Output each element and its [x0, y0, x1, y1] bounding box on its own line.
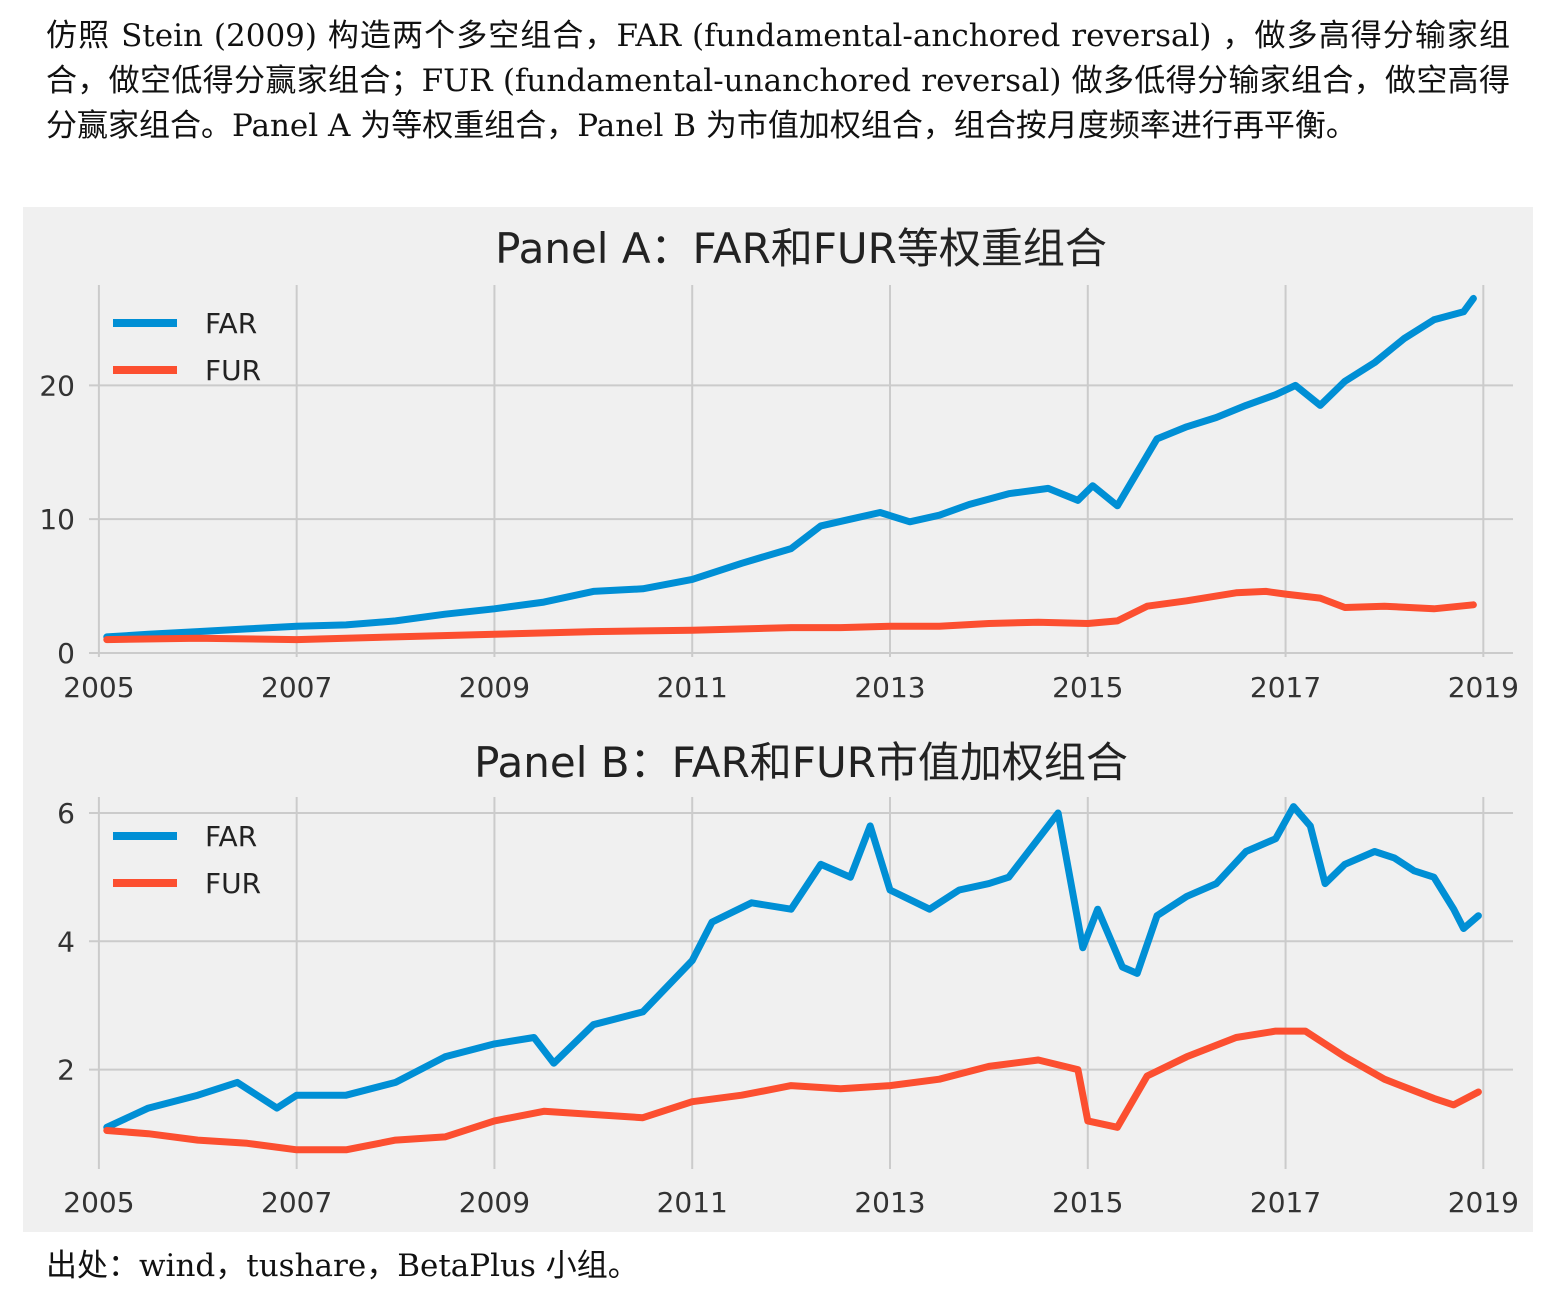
x-tick-label: 2019 — [1448, 1186, 1519, 1219]
x-tick-label: 2017 — [1250, 671, 1321, 704]
series-line-fur — [103, 587, 1477, 644]
figure-caption: 仿照 Stein (2009) 构造两个多空组合，FAR (fundamenta… — [46, 18, 1510, 144]
y-tick-label: 0 — [57, 637, 75, 670]
legend-label-far: FAR — [205, 820, 257, 853]
x-tick-label: 2017 — [1250, 1186, 1321, 1219]
x-tick-label: 2005 — [63, 671, 134, 704]
y-tick-label: 6 — [57, 797, 75, 830]
x-tick-label: 2015 — [1052, 671, 1123, 704]
x-tick-label: 2009 — [459, 671, 530, 704]
legend-label-far: FAR — [205, 307, 257, 340]
chart-title: Panel A：FAR和FUR等权重组合 — [495, 224, 1107, 273]
x-tick-label: 2005 — [63, 1186, 134, 1219]
series-line-far — [103, 803, 1482, 1131]
chart-panel-b: Panel B：FAR和FUR市值加权组合 2005 2007 2009 2011 201… — [57, 738, 1519, 1219]
y-tick-label: 10 — [39, 503, 75, 536]
x-tick-label: 2019 — [1448, 671, 1519, 704]
x-tick-label: 2007 — [261, 671, 332, 704]
source-note: 出处：wind，tushare，BetaPlus 小组。 — [46, 1248, 639, 1284]
x-tick-label: 2011 — [657, 671, 728, 704]
y-tick-label: 4 — [57, 925, 75, 958]
y-tick-label: 20 — [39, 369, 75, 402]
y-tick-label: 2 — [57, 1054, 75, 1087]
series-line-far — [103, 294, 1477, 641]
figure-area: Panel A：FAR和FUR等权重组合 2005 2007 2009 2011 2013… — [23, 207, 1533, 1232]
legend-label-fur: FUR — [205, 354, 261, 387]
x-tick-label: 2011 — [657, 1186, 728, 1219]
x-tick-label: 2013 — [854, 1186, 925, 1219]
legend: FAR FUR — [113, 307, 261, 387]
chart-title: Panel B：FAR和FUR市值加权组合 — [474, 738, 1128, 787]
x-tick-label: 2007 — [261, 1186, 332, 1219]
legend: FAR FUR — [113, 820, 261, 900]
x-tick-label: 2013 — [854, 671, 925, 704]
x-tick-label: 2015 — [1052, 1186, 1123, 1219]
charts-canvas: Panel A：FAR和FUR等权重组合 2005 2007 2009 2011 2013… — [39, 224, 1519, 1219]
series-line-fur — [103, 1027, 1482, 1154]
chart-panel-a: Panel A：FAR和FUR等权重组合 2005 2007 2009 2011 2013… — [39, 224, 1519, 704]
legend-label-fur: FUR — [205, 867, 261, 900]
x-tick-label: 2009 — [459, 1186, 530, 1219]
